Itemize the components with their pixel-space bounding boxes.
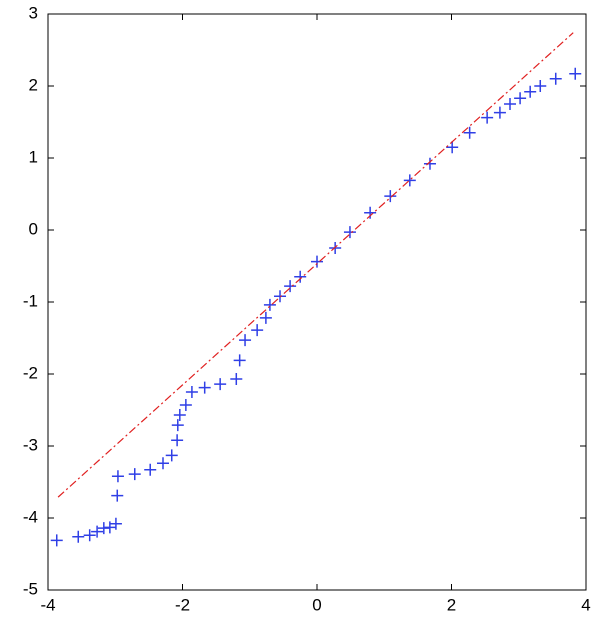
point <box>364 206 377 219</box>
point <box>263 298 276 311</box>
point <box>214 378 227 391</box>
point <box>128 468 141 481</box>
point <box>165 449 178 462</box>
x-tick-label: 2 <box>447 595 456 614</box>
point <box>514 92 527 105</box>
point <box>171 434 184 447</box>
y-tick-label: -3 <box>23 435 38 454</box>
point <box>311 255 323 268</box>
point <box>230 373 243 386</box>
point <box>524 85 537 98</box>
point <box>156 457 169 470</box>
point <box>50 534 63 547</box>
point <box>144 463 157 476</box>
y-tick-label: -2 <box>23 363 38 382</box>
reference-line <box>57 32 574 498</box>
point <box>403 174 416 187</box>
point <box>384 190 397 203</box>
point <box>294 270 307 283</box>
x-tick-label: -4 <box>40 595 55 614</box>
point <box>504 98 517 110</box>
point <box>549 72 562 85</box>
point <box>423 157 436 170</box>
point <box>171 419 184 432</box>
y-tick-label: 2 <box>29 75 38 94</box>
point <box>251 324 264 337</box>
point <box>493 106 506 119</box>
plot-frame <box>47 13 587 591</box>
point <box>343 226 356 239</box>
point <box>91 525 104 538</box>
y-tick-label: 0 <box>29 219 38 238</box>
x-tick-label: 0 <box>312 595 321 614</box>
point <box>569 67 582 80</box>
point <box>446 141 459 154</box>
point <box>111 470 124 483</box>
point <box>239 334 252 347</box>
y-tick-label: 1 <box>29 147 38 166</box>
point <box>179 398 192 411</box>
y-tick-label: -4 <box>23 507 38 526</box>
point <box>233 354 246 367</box>
point <box>198 381 211 394</box>
y-tick-label: -1 <box>23 291 38 310</box>
point <box>111 489 124 502</box>
point <box>72 530 85 543</box>
y-tick-label: -5 <box>23 579 38 598</box>
x-tick-label: 4 <box>581 595 590 614</box>
point <box>83 529 96 542</box>
point <box>185 386 198 398</box>
point <box>463 126 476 139</box>
point <box>173 409 186 422</box>
y-tick-label: 3 <box>29 3 38 22</box>
point <box>284 280 297 293</box>
x-tick-label: -2 <box>175 595 190 614</box>
point <box>534 80 547 92</box>
point <box>259 311 272 324</box>
point <box>481 111 494 124</box>
point <box>274 290 287 303</box>
point <box>109 517 122 530</box>
point <box>103 521 116 534</box>
